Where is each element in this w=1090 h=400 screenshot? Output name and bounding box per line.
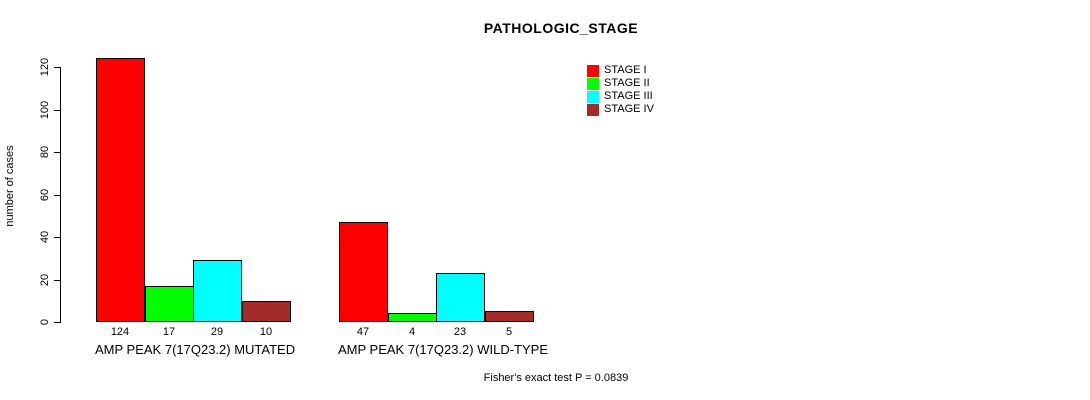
y-tick-mark xyxy=(54,195,61,196)
chart-title: PATHOLOGIC_STAGE xyxy=(483,20,639,36)
y-axis-label: number of cases xyxy=(4,145,16,227)
bar-stage-ii xyxy=(145,286,194,322)
bar-value-label: 17 xyxy=(162,326,176,338)
bar-value-label: 47 xyxy=(356,326,370,338)
bar-value-label: 23 xyxy=(453,326,467,338)
legend-label: STAGE IV xyxy=(604,103,654,115)
bar-value-label: 10 xyxy=(259,326,273,338)
legend-label: STAGE I xyxy=(604,64,647,76)
legend-item-stage-iii: STAGE III xyxy=(587,90,654,103)
y-tick-label: 80 xyxy=(39,145,51,159)
bar-value-label: 4 xyxy=(408,326,416,338)
y-tick-mark xyxy=(54,152,61,153)
legend-item-stage-ii: STAGE II xyxy=(587,77,654,90)
legend-item-stage-i: STAGE I xyxy=(587,64,654,77)
legend: STAGE I STAGE II STAGE III STAGE IV xyxy=(587,64,654,116)
legend-swatch-stage-iii xyxy=(587,90,599,103)
bar-value-label: 124 xyxy=(110,326,130,338)
bar-value-label: 29 xyxy=(210,326,224,338)
bar-stage-ii xyxy=(388,313,437,322)
y-tick-mark xyxy=(54,110,61,111)
legend-swatch-stage-i xyxy=(587,64,599,77)
y-tick-label: 0 xyxy=(39,318,51,326)
bar-stage-iii xyxy=(193,260,242,322)
bar-stage-i xyxy=(96,58,145,322)
legend-label: STAGE III xyxy=(604,90,653,102)
pvalue-annotation: Fisher's exact test P = 0.0839 xyxy=(483,372,629,384)
y-tick-mark xyxy=(54,322,61,323)
y-tick-label: 20 xyxy=(39,273,51,287)
bar-value-label: 5 xyxy=(505,326,513,338)
y-tick-mark xyxy=(54,67,61,68)
y-tick-mark xyxy=(54,237,61,238)
legend-swatch-stage-iv xyxy=(587,103,599,116)
group-label-wild-type: AMP PEAK 7(17Q23.2) WILD-TYPE xyxy=(338,342,548,357)
group-label-mutated: AMP PEAK 7(17Q23.2) MUTATED xyxy=(95,342,296,357)
bar-stage-iv xyxy=(242,301,291,322)
y-tick-label: 60 xyxy=(39,188,51,202)
legend-swatch-stage-ii xyxy=(587,77,599,90)
y-tick-mark xyxy=(54,280,61,281)
legend-label: STAGE II xyxy=(604,77,650,89)
y-tick-label: 40 xyxy=(39,230,51,244)
bar-stage-iv xyxy=(485,311,534,322)
bar-stage-i xyxy=(339,222,388,322)
y-tick-label: 100 xyxy=(39,100,51,120)
y-tick-label: 120 xyxy=(39,57,51,77)
bar-stage-iii xyxy=(436,273,485,322)
legend-item-stage-iv: STAGE IV xyxy=(587,103,654,116)
